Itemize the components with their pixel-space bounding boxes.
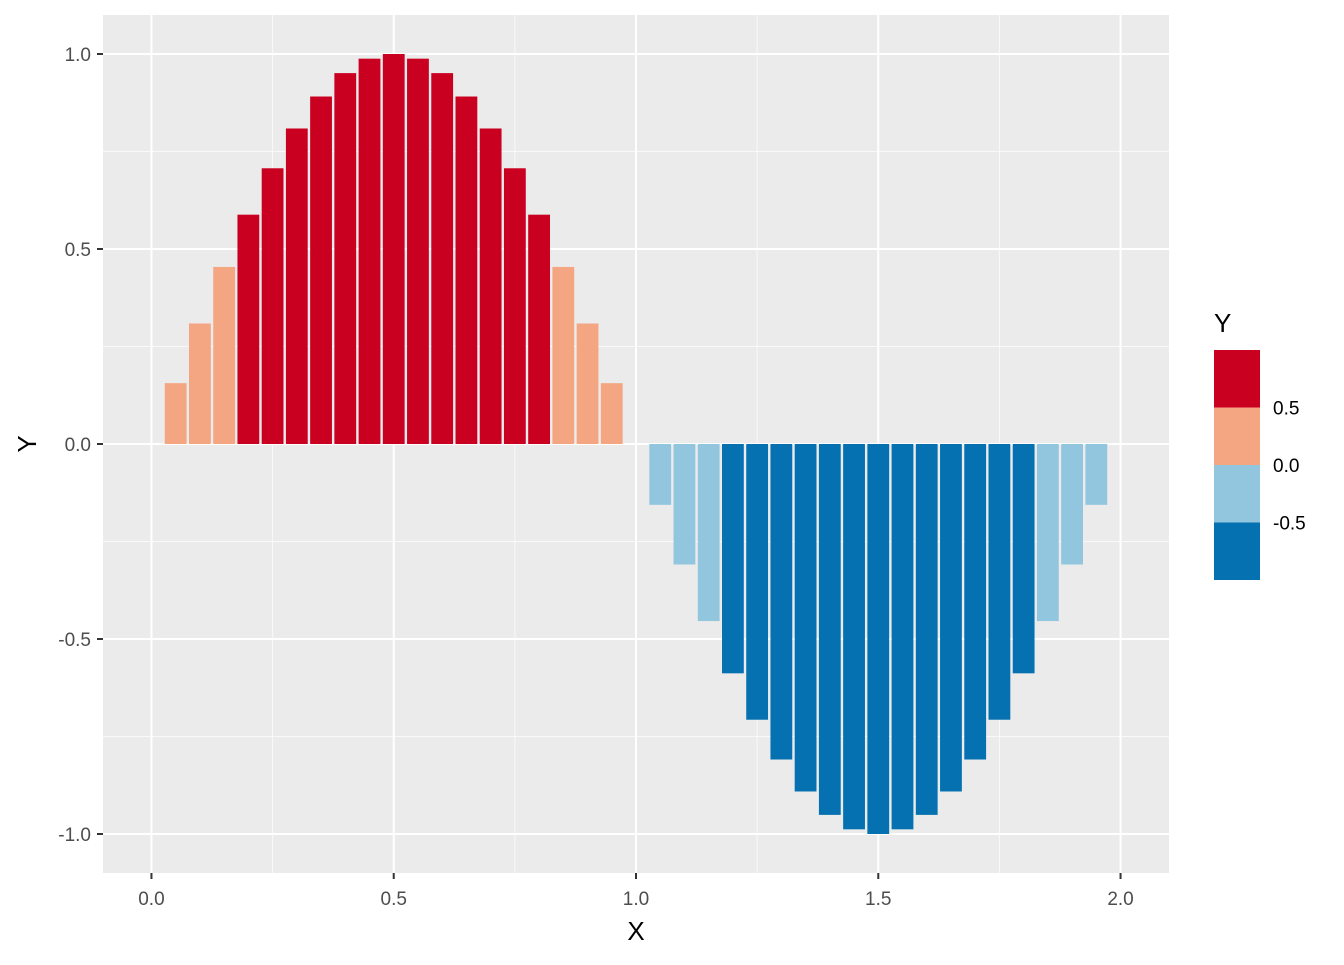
legend-label: 0.0 — [1273, 456, 1299, 477]
y-axis-title: Y — [12, 435, 42, 452]
bar — [722, 444, 744, 674]
x-axis: 0.0 0.5 1.0 1.5 2.0 — [138, 873, 1134, 910]
bar — [964, 444, 987, 760]
bar — [1061, 444, 1083, 565]
bar — [770, 444, 793, 760]
bar — [407, 58, 429, 445]
bar — [528, 214, 550, 444]
bar — [818, 444, 841, 815]
legend-key — [1214, 522, 1260, 580]
bar — [431, 73, 454, 445]
bar — [310, 96, 332, 444]
legend-keys — [1214, 350, 1260, 580]
bar — [891, 444, 914, 830]
legend-key — [1214, 407, 1260, 465]
bar — [285, 128, 308, 445]
x-tick-label: 1.0 — [623, 889, 649, 910]
bar — [746, 444, 769, 720]
x-tick-label: 0.0 — [138, 889, 164, 910]
bar — [576, 323, 599, 444]
bar — [843, 444, 865, 830]
x-tick-label: 2.0 — [1107, 889, 1133, 910]
y-tick-label: 1.0 — [65, 45, 91, 66]
bar — [164, 383, 187, 444]
bar — [600, 383, 623, 444]
x-axis-title: X — [627, 916, 644, 946]
bar — [237, 214, 260, 444]
bar — [867, 444, 890, 834]
bar — [189, 323, 211, 444]
legend-title: Y — [1214, 308, 1231, 338]
legend-key — [1214, 465, 1260, 523]
bar — [940, 444, 962, 792]
bar — [697, 444, 720, 622]
bar — [988, 444, 1011, 720]
legend-label: -0.5 — [1273, 514, 1306, 535]
y-tick-label: -1.0 — [58, 825, 91, 846]
bar — [261, 168, 284, 444]
bar — [552, 266, 575, 444]
legend: Y 0.5 0.0 -0.5 — [1214, 308, 1306, 580]
bar — [503, 168, 526, 444]
bar — [673, 444, 696, 565]
bar — [382, 54, 405, 444]
legend-labels: 0.5 0.0 -0.5 — [1273, 399, 1306, 535]
y-tick-label: 0.0 — [65, 435, 91, 456]
bar — [455, 96, 478, 444]
y-tick-label: 0.5 — [65, 240, 91, 261]
bar — [334, 73, 357, 445]
bar — [915, 444, 938, 815]
bar — [479, 128, 502, 445]
bar — [1036, 444, 1059, 622]
bar — [358, 58, 381, 445]
bars — [164, 54, 1108, 834]
x-tick-label: 1.5 — [865, 889, 891, 910]
bar — [1085, 444, 1108, 505]
y-tick-label: -0.5 — [58, 630, 91, 651]
bar — [1012, 444, 1035, 674]
y-axis: -1.0 -0.5 0.0 0.5 1.0 — [58, 45, 103, 846]
bar — [649, 444, 672, 505]
legend-key — [1214, 350, 1260, 408]
bar — [213, 266, 236, 444]
legend-label: 0.5 — [1273, 399, 1299, 420]
x-tick-label: 0.5 — [381, 889, 407, 910]
bar — [794, 444, 817, 792]
